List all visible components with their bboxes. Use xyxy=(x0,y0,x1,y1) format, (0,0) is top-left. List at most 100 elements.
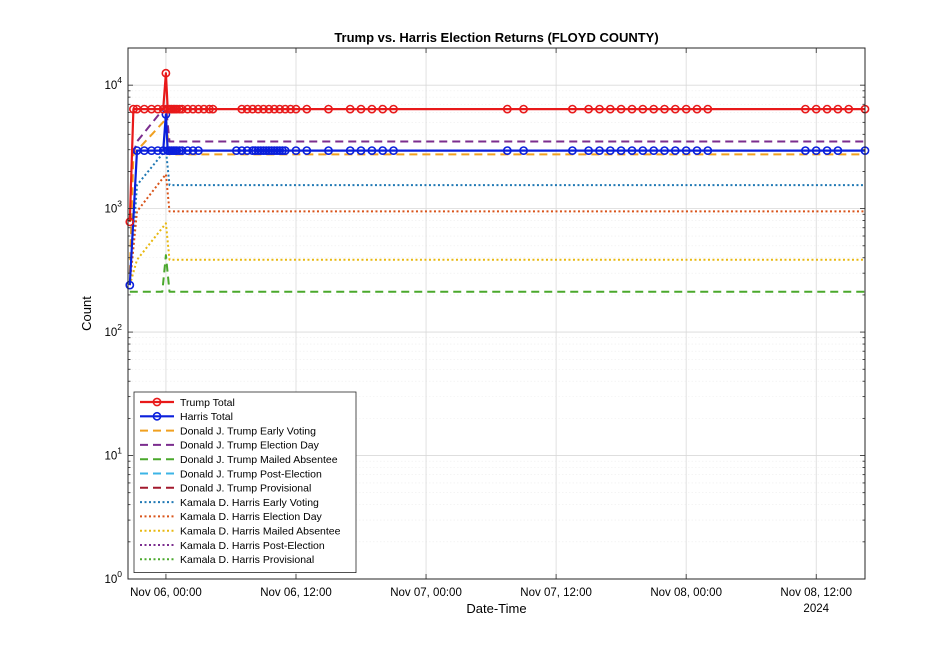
y-tick-label: 104 xyxy=(104,75,122,92)
data-point xyxy=(692,104,702,114)
data-point xyxy=(703,146,713,155)
legend-label: Donald J. Trump Provisional xyxy=(180,483,311,495)
data-point xyxy=(277,146,287,155)
data-point xyxy=(275,104,285,114)
legend-item: Kamala D. Harris Post-Election xyxy=(140,540,325,552)
data-point xyxy=(345,146,355,155)
series-line xyxy=(128,118,865,274)
data-point xyxy=(502,146,512,155)
data-point xyxy=(264,146,274,155)
data-point xyxy=(356,146,366,155)
data-point xyxy=(378,104,388,114)
y-tick-label: 102 xyxy=(104,322,122,339)
data-point xyxy=(638,146,648,155)
data-point xyxy=(248,146,257,155)
data-point xyxy=(158,146,168,155)
data-point xyxy=(259,146,268,155)
data-point xyxy=(291,104,301,114)
data-point xyxy=(199,104,209,114)
x-tick-label: Nov 07, 00:00 xyxy=(390,587,462,599)
data-point xyxy=(681,104,691,114)
data-point xyxy=(237,146,247,155)
series-donald-j-trump-early-voting xyxy=(128,118,865,274)
data-point xyxy=(324,104,333,114)
y-tick-exponent: 0 xyxy=(117,569,122,579)
data-point xyxy=(183,146,192,155)
data-point xyxy=(172,146,182,155)
chart-title: Trump vs. Harris Election Returns (FLOYD… xyxy=(334,30,658,45)
data-point xyxy=(367,104,377,114)
y-tick-base: 10 xyxy=(104,204,117,216)
data-point xyxy=(147,104,156,114)
y-tick-base: 10 xyxy=(104,451,117,463)
y-tick-label: 100 xyxy=(104,569,122,586)
data-point xyxy=(616,104,626,114)
data-point xyxy=(649,104,659,114)
series-layer xyxy=(125,68,870,293)
legend-item: Donald J. Trump Provisional xyxy=(140,483,311,495)
data-point xyxy=(193,104,203,114)
plot-frame xyxy=(127,47,866,580)
data-point xyxy=(519,146,528,155)
data-point xyxy=(627,104,637,114)
data-point xyxy=(811,146,821,155)
data-point xyxy=(193,146,203,155)
legend-item: Kamala D. Harris Mailed Absentee xyxy=(140,526,341,538)
data-point xyxy=(801,146,810,155)
data-point xyxy=(125,217,135,227)
legend-label: Kamala D. Harris Mailed Absentee xyxy=(180,526,341,538)
series-line xyxy=(128,222,865,286)
y-tick-base: 10 xyxy=(104,327,117,339)
data-point xyxy=(125,280,135,290)
legend-marker xyxy=(152,411,162,421)
y-tick-exponent: 4 xyxy=(117,75,122,85)
data-point xyxy=(302,104,312,114)
data-point xyxy=(237,104,247,114)
data-point xyxy=(692,146,702,155)
legend-item: Donald J. Trump Post-Election xyxy=(140,468,322,480)
data-point xyxy=(261,146,271,155)
y-tick-base: 10 xyxy=(104,574,117,586)
data-point xyxy=(389,146,398,155)
data-point xyxy=(502,104,512,114)
legend-label: Donald J. Trump Early Voting xyxy=(180,425,316,437)
legend-label: Kamala D. Harris Election Day xyxy=(180,511,323,523)
data-point xyxy=(844,104,854,114)
legend-item: Trump Total xyxy=(140,397,235,409)
data-point xyxy=(161,68,171,78)
data-point xyxy=(280,146,290,155)
data-point xyxy=(670,146,680,155)
data-point xyxy=(242,104,252,114)
data-point xyxy=(231,146,241,155)
legend-box xyxy=(133,391,357,574)
data-point xyxy=(291,146,301,155)
x-tick-label: Nov 08, 00:00 xyxy=(650,587,722,599)
series-trump-total xyxy=(125,68,870,227)
legend-label: Kamala D. Harris Post-Election xyxy=(180,540,325,552)
y-tick-exponent: 1 xyxy=(117,446,122,456)
data-point xyxy=(175,146,184,155)
data-point xyxy=(272,146,282,155)
data-point xyxy=(605,104,615,114)
data-point xyxy=(649,146,659,155)
data-point xyxy=(172,104,182,114)
data-point xyxy=(267,146,276,155)
legend-label: Kamala D. Harris Early Voting xyxy=(180,497,319,509)
data-point xyxy=(324,146,333,155)
data-point xyxy=(259,104,268,114)
y-axis-label: Count xyxy=(79,296,94,331)
data-point xyxy=(660,146,669,155)
legend-item: Kamala D. Harris Early Voting xyxy=(140,497,319,509)
data-point xyxy=(177,104,187,114)
x-tick-label: Nov 06, 12:00 xyxy=(260,587,332,599)
series-kamala-d-harris-mailed-absentee xyxy=(128,222,865,286)
data-point xyxy=(147,146,156,155)
data-point xyxy=(286,104,295,114)
series-line xyxy=(129,254,865,293)
legend: Trump Total Harris Total Donald J. Trump E… xyxy=(133,391,357,574)
legend-label: Donald J. Trump Post-Election xyxy=(180,468,322,480)
data-point xyxy=(250,146,260,155)
data-point xyxy=(269,104,279,114)
